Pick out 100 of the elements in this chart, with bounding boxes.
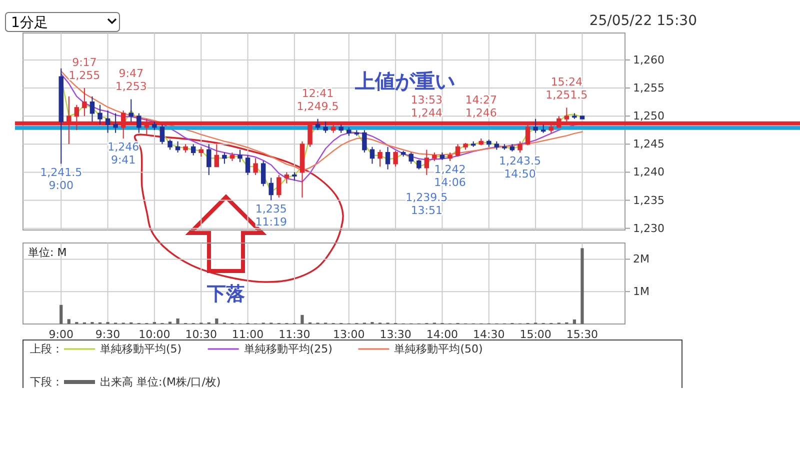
annotation: 14:27 1,246 — [465, 94, 497, 120]
y-tick-label: 1,260 — [633, 53, 664, 66]
legend-label: 単純移動平均(25) — [244, 342, 332, 356]
candlestick — [160, 124, 165, 145]
y-tick-label: 1,250 — [633, 110, 664, 123]
candlestick — [238, 149, 242, 163]
candlestick — [105, 110, 110, 134]
candlestick — [260, 160, 266, 187]
annotation: 1,243.5 14:50 — [499, 154, 541, 181]
candlestick — [152, 121, 157, 131]
candlestick — [540, 124, 546, 134]
candlestick — [292, 172, 297, 182]
candlestick — [385, 146, 390, 170]
y-tick-label: 1,255 — [633, 82, 664, 95]
candlestick — [393, 150, 398, 168]
candlestick — [136, 112, 142, 134]
candlestick — [98, 104, 102, 125]
legend-label: 出来高 単位:(M株/口/枚) — [100, 376, 221, 388]
annotation: 1,246 9:41 — [108, 140, 140, 167]
candlestick — [470, 140, 476, 148]
bar — [67, 319, 70, 324]
candlestick — [190, 144, 196, 156]
x-tick-label: 10:30 — [185, 328, 217, 341]
x-tick-label: 11:30 — [278, 328, 310, 341]
annotation: 9:47 1,253 — [115, 67, 147, 94]
bar — [176, 318, 180, 324]
candlestick — [478, 138, 484, 146]
candlestick — [206, 144, 212, 176]
candlestick — [424, 149, 430, 176]
bar — [580, 248, 584, 324]
candlestick — [230, 152, 235, 162]
y-tick-label: 1,230 — [633, 222, 664, 235]
candlestick — [370, 146, 375, 164]
x-tick-label: 13:00 — [333, 328, 365, 341]
y-tick-label: 1,240 — [633, 166, 664, 179]
x-tick-label: 9:30 — [95, 328, 120, 341]
bar — [215, 318, 218, 324]
candlestick — [323, 121, 328, 134]
annotation: 単位: M — [28, 246, 67, 259]
candlestick — [502, 144, 507, 150]
candlestick — [408, 152, 414, 164]
y-tick-label: 1,245 — [633, 138, 664, 151]
y-tick-label: 1M — [633, 285, 650, 298]
annotation: 15:24 1,251.5 — [546, 76, 588, 102]
candlestick — [346, 126, 352, 136]
candlestick — [82, 88, 87, 117]
bar — [60, 304, 63, 324]
x-tick-label: 13:30 — [380, 328, 412, 341]
candlestick — [284, 172, 290, 184]
annotation: 上値が重い — [354, 69, 455, 93]
annotation: 1,241.5 9:00 — [40, 166, 82, 192]
x-tick-label: 14:30 — [473, 328, 505, 341]
bar — [300, 314, 304, 324]
candlestick — [440, 152, 445, 160]
candlestick — [572, 112, 577, 120]
text: 25/05/22 15:30 — [589, 13, 697, 29]
legend-title: 下段： — [30, 376, 63, 388]
x-tick-label: 14:00 — [426, 328, 458, 341]
y-tick-label: 2M — [633, 252, 650, 266]
candlestick — [113, 112, 118, 134]
candlestick — [90, 96, 95, 122]
candlestick — [300, 140, 305, 198]
candlestick — [128, 98, 134, 122]
annotation: 1,242 14:06 — [434, 162, 466, 189]
x-tick-label: 9:00 — [48, 328, 74, 341]
candlestick — [338, 124, 344, 134]
candlestick — [448, 152, 452, 162]
x-tick-label: 11:00 — [232, 328, 264, 341]
candlestick — [455, 144, 460, 157]
candlestick — [416, 159, 422, 170]
candlestick — [315, 118, 320, 131]
candlestick — [533, 118, 538, 134]
candlestick — [463, 142, 468, 150]
candlestick — [486, 139, 492, 148]
candlestick — [222, 152, 227, 164]
annotation: 13:53 1,244 — [410, 94, 443, 120]
legend-label: 単純移動平均(50) — [394, 342, 483, 356]
candlestick — [183, 144, 188, 154]
annotation: 下落 — [206, 283, 245, 305]
candlestick — [245, 154, 250, 176]
legend-label: 単純移動平均(5) — [100, 342, 182, 356]
candlestick — [214, 144, 220, 168]
candlestick — [400, 150, 406, 157]
candlestick — [268, 177, 274, 201]
legend-title: 上段： — [30, 342, 63, 356]
candlestick — [494, 140, 500, 150]
candlestick — [580, 116, 585, 120]
annotation: 1,239.5 13:51 — [406, 190, 448, 217]
text: 1分足 — [11, 15, 48, 31]
candlestick — [168, 139, 172, 150]
x-tick-label: 15:30 — [566, 328, 598, 341]
candlestick — [354, 130, 360, 136]
candlestick — [276, 174, 282, 198]
candlestick — [362, 130, 367, 154]
annotation: 9:17 1,255 — [68, 56, 100, 82]
candlestick — [198, 146, 204, 157]
candlestick — [510, 144, 515, 152]
candlestick — [253, 158, 258, 176]
x-tick-label: 15:00 — [520, 328, 552, 341]
annotation: 12:41 1,249.5 — [296, 86, 339, 113]
